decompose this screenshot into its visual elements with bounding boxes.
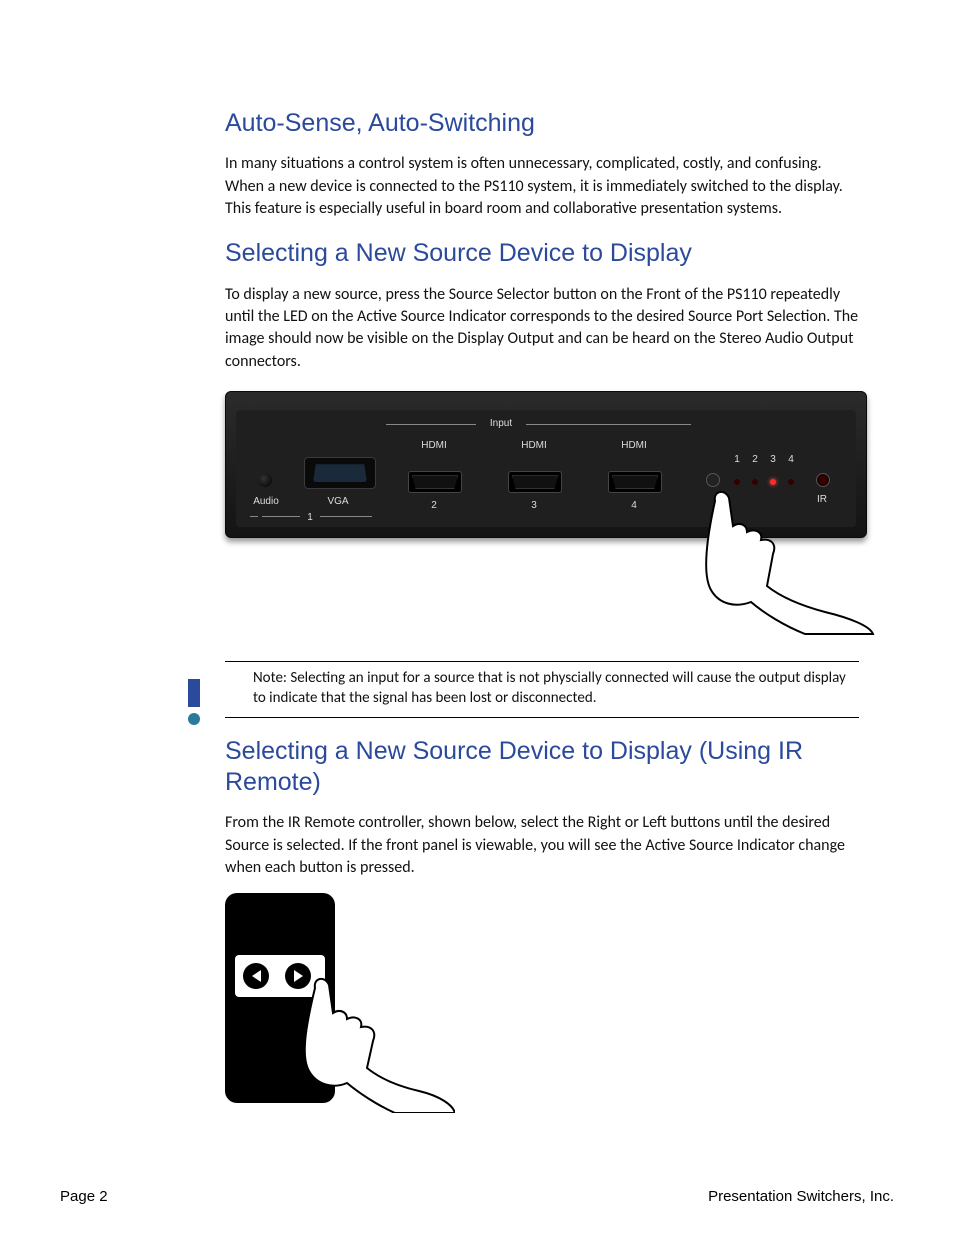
hdmi-num-2: 2: [428, 500, 440, 511]
audio-label: Audio: [246, 496, 286, 507]
g1-rule-l: [250, 516, 258, 517]
led-label-1: 1: [732, 454, 742, 465]
audio-jack: [258, 473, 272, 487]
hdmi-port-4: [608, 471, 662, 493]
input-label: Input: [481, 418, 521, 429]
note-text: Note: Selecting an input for a source th…: [225, 668, 859, 709]
hdmi-label-2: HDMI: [414, 440, 454, 451]
exclamation-icon: [185, 679, 203, 730]
led-4: [788, 479, 794, 485]
led-label-3: 3: [768, 454, 778, 465]
heading-auto-sense: Auto-Sense, Auto-Switching: [225, 108, 859, 139]
vga-port: [304, 457, 376, 489]
ir-receiver: [816, 473, 830, 487]
remote-figure: [225, 893, 859, 1113]
led-label-2: 2: [750, 454, 760, 465]
heading-select-source: Selecting a New Source Device to Display: [225, 238, 859, 269]
heading-select-source-ir: Selecting a New Source Device to Display…: [225, 736, 859, 799]
content-column: Auto-Sense, Auto-Switching In many situa…: [225, 108, 859, 1113]
group1-label: 1: [304, 512, 316, 523]
pointing-hand-icon-remote: [285, 973, 455, 1113]
triangle-left-icon: [252, 970, 261, 982]
g1-rule-m1: [262, 516, 300, 517]
hdmi-label-4: HDMI: [614, 440, 654, 451]
paragraph-select-source: To display a new source, press the Sourc…: [225, 284, 859, 374]
pointing-hand-icon: [685, 486, 875, 636]
device-figure: Input Audio VGA 1 HDMI 2: [225, 391, 859, 631]
note-rule-bottom: [225, 717, 859, 718]
footer-page-number: Page 2: [60, 1188, 108, 1205]
paragraph-auto-sense: In many situations a control system is o…: [225, 153, 859, 220]
led-1: [734, 479, 740, 485]
note-block: Note: Selecting an input for a source th…: [225, 661, 859, 718]
manual-page: Auto-Sense, Auto-Switching In many situa…: [0, 0, 954, 1235]
led-2: [752, 479, 758, 485]
hdmi-label-3: HDMI: [514, 440, 554, 451]
hdmi-port-3: [508, 471, 562, 493]
g1-rule-m2: [320, 516, 372, 517]
page-footer: Page 2 Presentation Switchers, Inc.: [60, 1188, 894, 1205]
source-selector-button[interactable]: [706, 473, 720, 487]
input-rule-right: [526, 424, 691, 425]
led-label-4: 4: [786, 454, 796, 465]
remote-left-button[interactable]: [243, 963, 269, 989]
paragraph-select-source-ir: From the IR Remote controller, shown bel…: [225, 812, 859, 879]
input-rule-left: [386, 424, 476, 425]
footer-company: Presentation Switchers, Inc.: [708, 1188, 894, 1205]
led-3-active: [770, 479, 776, 485]
hdmi-num-3: 3: [528, 500, 540, 511]
note-rule-top: [225, 661, 859, 662]
hdmi-port-2: [408, 471, 462, 493]
hdmi-num-4: 4: [628, 500, 640, 511]
vga-label: VGA: [316, 496, 360, 507]
